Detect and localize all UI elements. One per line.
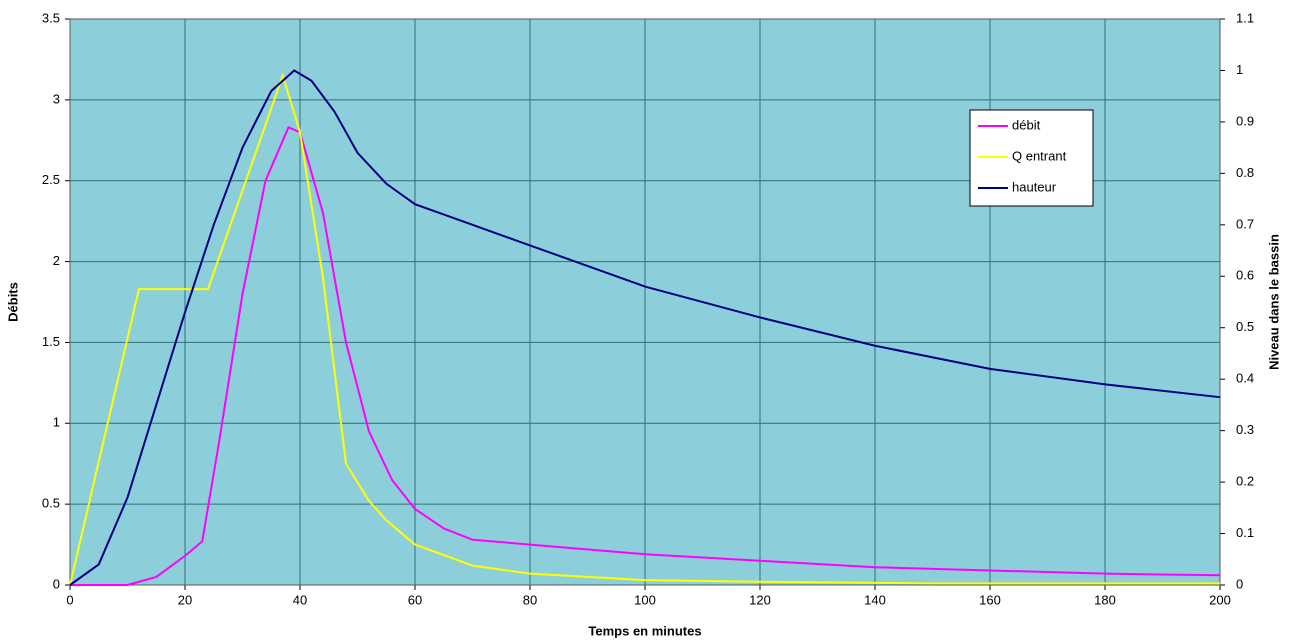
x-tick-label: 200 <box>1209 592 1231 607</box>
y-tick-label: 3.5 <box>42 10 60 25</box>
legend-label: hauteur <box>1012 179 1057 194</box>
legend-label: Q entrant <box>1012 148 1067 163</box>
legend-label: débit <box>1012 117 1041 132</box>
y2-tick-label: 1.1 <box>1236 10 1254 25</box>
y2-tick-label: 0.2 <box>1236 474 1254 489</box>
x-tick-label: 120 <box>749 592 771 607</box>
y-tick-label: 2 <box>53 253 60 268</box>
x-tick-label: 180 <box>1094 592 1116 607</box>
plot-border <box>69 18 1221 586</box>
x-tick-label: 100 <box>634 592 656 607</box>
x-tick-label: 0 <box>66 592 73 607</box>
y2-tick-label: 0.9 <box>1236 113 1254 128</box>
y2-tick-label: 0.1 <box>1236 525 1254 540</box>
y-axis-title: Débits <box>5 282 20 322</box>
y-tick-label: 0.5 <box>42 496 60 511</box>
y2-tick-label: 1 <box>1236 62 1243 77</box>
y-tick-label: 2.5 <box>42 172 60 187</box>
x-tick-label: 160 <box>979 592 1001 607</box>
y-tick-label: 0 <box>53 576 60 591</box>
x-tick-label: 80 <box>523 592 537 607</box>
y2-tick-label: 0.6 <box>1236 268 1254 283</box>
line-series <box>69 69 1221 586</box>
y2-tick-label: 0.8 <box>1236 165 1254 180</box>
line-series <box>69 72 1220 586</box>
y-tick-label: 1.5 <box>42 334 60 349</box>
x-axis-title: Temps en minutes <box>588 623 701 638</box>
x-tick-label: 20 <box>178 592 192 607</box>
y-tick-label: 3 <box>53 91 60 106</box>
x-tick-label: 40 <box>293 592 307 607</box>
y2-tick-label: 0 <box>1236 576 1243 591</box>
y2-tick-label: 0.7 <box>1236 216 1254 231</box>
y2-tick-label: 0.5 <box>1236 319 1254 334</box>
x-tick-label: 60 <box>408 592 422 607</box>
y-tick-label: 1 <box>53 415 60 430</box>
y2-tick-label: 0.3 <box>1236 422 1254 437</box>
y2-tick-label: 0.4 <box>1236 371 1254 386</box>
line-series <box>70 126 1221 586</box>
y2-axis-title: Niveau dans le bassin <box>1266 234 1281 370</box>
x-tick-label: 140 <box>864 592 886 607</box>
